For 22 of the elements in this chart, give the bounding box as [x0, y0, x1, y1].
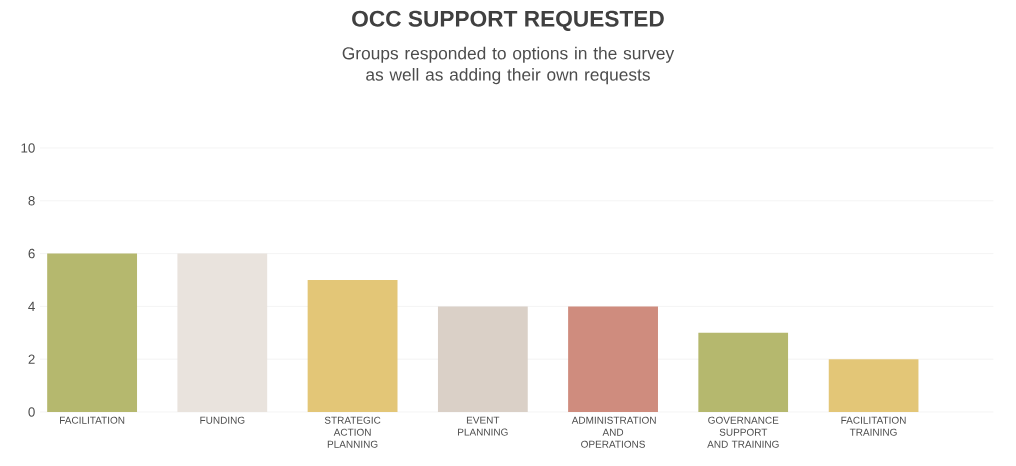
- x-tick-label: EVENT PLANNING: [458, 416, 508, 436]
- x-tick-label: FACILITATION: [60, 416, 125, 424]
- x-tick-label: FUNDING: [200, 416, 245, 424]
- y-tick-label: 4: [28, 301, 35, 311]
- y-tick-label: 8: [28, 196, 35, 206]
- chart-subtitle: Groups responded to options in the survey as well as adding their own requests: [342, 46, 675, 85]
- bar: [828, 359, 919, 412]
- y-tick-label: 6: [28, 248, 35, 259]
- x-tick-label: STRATEGIC ACTION PLANNING: [324, 416, 381, 448]
- chart-title: OCC SUPPORT REQUESTED: [352, 10, 664, 31]
- x-tick-label: FACILITATION TRAINING: [841, 416, 906, 436]
- x-tick-label: ADMINISTRATION AND OPERATIONS: [571, 416, 656, 448]
- x-tick-label: GOVERNANCE SUPPORT AND TRAINING: [707, 416, 779, 448]
- y-tick-label: 0: [28, 407, 35, 417]
- y-tick-label: 10: [21, 143, 35, 153]
- bar: [177, 253, 268, 412]
- bar: [437, 306, 528, 412]
- bar: [47, 253, 138, 412]
- bar: [568, 306, 658, 412]
- y-tick-label: 2: [28, 354, 35, 364]
- bar: [698, 332, 789, 412]
- bar: [307, 279, 398, 412]
